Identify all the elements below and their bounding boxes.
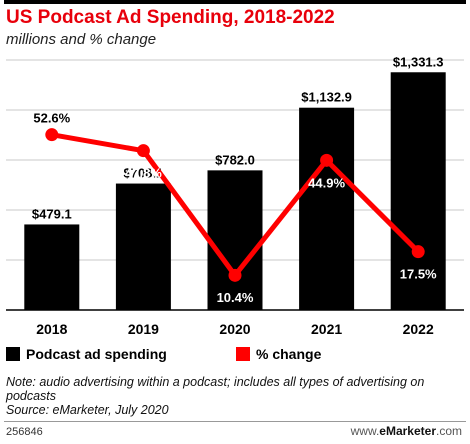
- bar: [115, 183, 171, 310]
- x-tick-label: 2019: [128, 321, 159, 337]
- legend-label-bars: Podcast ad spending: [26, 346, 167, 362]
- x-tick-label: 2020: [219, 321, 250, 337]
- bar: [207, 170, 263, 310]
- footer-rule: [4, 421, 466, 422]
- chart-subtitle: millions and % change: [6, 31, 157, 48]
- legend-item-bars: Podcast ad spending: [6, 344, 167, 364]
- series-marker: [136, 144, 150, 158]
- brand-suffix: .com: [435, 424, 462, 438]
- x-tick-label: 2021: [311, 321, 342, 337]
- legend-swatch-line: [236, 347, 250, 361]
- bar-value-label: $782.0: [215, 152, 255, 167]
- x-tick-label: 2018: [36, 321, 67, 337]
- series-marker: [411, 245, 425, 259]
- series-marker: [45, 128, 59, 142]
- line-value-label: 47.8%: [125, 166, 162, 181]
- series-marker: [228, 268, 242, 282]
- note-text: Note: audio advertising within a podcast…: [6, 375, 425, 403]
- bar: [24, 224, 80, 310]
- bar: [390, 72, 446, 311]
- bar-value-label: $1,132.9: [301, 90, 352, 105]
- brand-prefix: www.: [350, 424, 380, 438]
- series-marker: [320, 153, 334, 167]
- source-text: Source: eMarketer, July 2020: [6, 403, 169, 417]
- chart-id: 256846: [6, 426, 43, 438]
- brand-logo: www.eMarketer.com: [351, 424, 462, 438]
- bar-value-label: $708.1: [124, 166, 164, 181]
- legend-item-line: % change: [236, 344, 321, 364]
- line-value-label: 44.9%: [308, 175, 345, 190]
- bar: [299, 107, 355, 310]
- bar-value-label: $479.1: [32, 206, 72, 221]
- line-value-label: 10.4%: [217, 290, 254, 305]
- x-tick-label: 2022: [403, 321, 434, 337]
- top-rule: [4, 0, 466, 4]
- chart-title: US Podcast Ad Spending, 2018-2022: [6, 7, 335, 28]
- chart-note: Note: audio advertising within a podcast…: [6, 375, 458, 417]
- legend-label-line: % change: [256, 346, 322, 362]
- bar-value-label: $1,331.3: [393, 54, 444, 69]
- brand-name: eMarketer: [379, 424, 436, 438]
- line-value-label: 17.5%: [400, 267, 437, 282]
- line-value-label: 52.6%: [33, 111, 70, 126]
- legend-swatch-bars: [6, 347, 20, 361]
